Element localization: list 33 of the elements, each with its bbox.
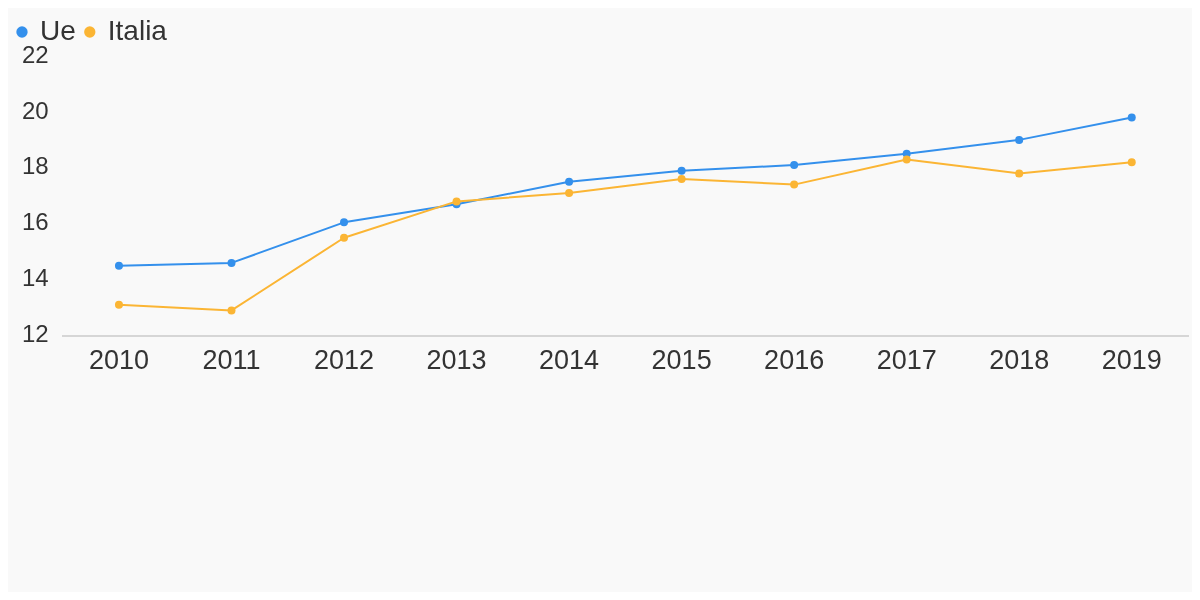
point xyxy=(790,161,799,170)
point xyxy=(1127,158,1136,167)
x-tick-label: 2015 xyxy=(651,345,712,376)
point xyxy=(114,300,123,309)
x-tick-label: 2013 xyxy=(426,345,487,376)
x-tick-label: 2019 xyxy=(1101,345,1162,376)
y-tick-label: 20 xyxy=(21,96,49,124)
x-tick-label: 2018 xyxy=(989,345,1050,376)
point xyxy=(1127,113,1136,122)
y-tick-label: 14 xyxy=(21,264,49,292)
y-tick-label: 16 xyxy=(21,208,49,236)
x-tick-label: 2016 xyxy=(764,345,825,376)
point xyxy=(565,189,574,197)
point xyxy=(677,166,686,175)
x-tick-label: 2014 xyxy=(539,345,600,376)
point xyxy=(1015,169,1024,178)
x-tick-label: 2010 xyxy=(88,345,149,376)
point xyxy=(340,218,349,227)
x-tick-label: 2012 xyxy=(313,345,375,376)
point xyxy=(340,233,349,242)
y-tick-label: 12 xyxy=(21,320,49,348)
point xyxy=(677,175,686,184)
x-tick-label: 2011 xyxy=(202,345,261,376)
x-tick-label: 2017 xyxy=(876,345,937,376)
point xyxy=(1015,135,1024,144)
legend-label: Italia xyxy=(107,14,168,46)
point xyxy=(902,155,911,164)
point xyxy=(114,261,123,270)
point xyxy=(227,306,236,315)
point xyxy=(790,180,799,189)
point xyxy=(565,177,574,186)
y-tick-label: 18 xyxy=(21,152,49,180)
point xyxy=(227,258,236,267)
